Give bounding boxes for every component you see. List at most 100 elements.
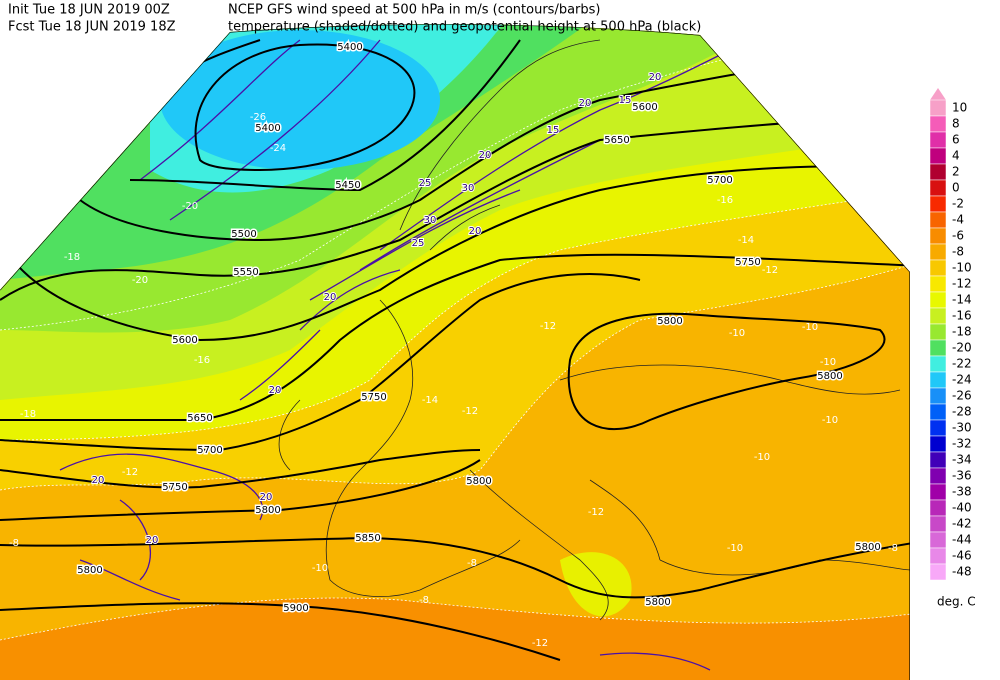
- height-label: 5600: [632, 102, 657, 113]
- colorbar-box: [929, 227, 947, 245]
- colorbar-box: [929, 403, 947, 421]
- height-label: 5500: [231, 229, 256, 240]
- forecast-time: Fcst Tue 18 JUN 2019 18Z: [8, 20, 176, 35]
- height-label: 5800: [817, 371, 842, 382]
- height-label: 5450: [335, 180, 360, 191]
- colorbar-box: [929, 179, 947, 197]
- map-border: [0, 24, 910, 680]
- colorbar-label: -30: [952, 421, 972, 435]
- colorbar-label: -26: [952, 389, 972, 403]
- height-contour: [0, 529, 910, 599]
- temperature-contour: [0, 597, 910, 641]
- height-label: 5650: [187, 413, 212, 424]
- colorbar-box: [929, 563, 947, 581]
- temperature-label: -12: [588, 507, 604, 518]
- temperature-label: -12: [532, 638, 548, 649]
- colorbar-box: [929, 355, 947, 373]
- temperature-label: -16: [717, 195, 733, 206]
- colorbar-label: -24: [952, 373, 972, 387]
- colorbar-label: 4: [952, 149, 960, 163]
- colorbar-label: 6: [952, 133, 960, 147]
- height-label: 5400: [255, 123, 280, 134]
- colorbar-label: -40: [952, 501, 972, 515]
- wind-label: 20: [479, 150, 492, 161]
- colorbar-label: -18: [952, 325, 972, 339]
- colorbar-label: -44: [952, 533, 972, 547]
- colorbar-label: -28: [952, 405, 972, 419]
- height-contour: [567, 312, 886, 431]
- temperature-label: -12: [540, 321, 556, 332]
- temperature-label: -26: [250, 112, 266, 123]
- colorbar-label: -36: [952, 469, 972, 483]
- height-contour: [79, 69, 761, 242]
- height-label: 5650: [604, 135, 629, 146]
- height-label: 5800: [77, 565, 102, 576]
- colorbar-label: -48: [952, 565, 972, 579]
- wind-label: 30: [462, 183, 475, 194]
- height-label: 5800: [855, 542, 880, 553]
- colorbar-box: [929, 451, 947, 469]
- height-contour: [0, 273, 641, 452]
- colorbar-box: [929, 243, 947, 261]
- colorbar-box: [929, 307, 947, 325]
- colorbar-box: [929, 483, 947, 501]
- height-label: 5550: [233, 267, 258, 278]
- colorbar-label: -42: [952, 517, 972, 531]
- temperature-label: -14: [738, 235, 754, 246]
- colorbar-label: -22: [952, 357, 972, 371]
- height-label: 5900: [283, 603, 308, 614]
- temperature-label: -14: [422, 395, 438, 406]
- temperature-label: -24: [270, 143, 286, 154]
- colorbar-box: [929, 211, 947, 229]
- colorbar-box: [929, 99, 947, 117]
- colorbar-label: -38: [952, 485, 972, 499]
- temperature-label: -18: [64, 252, 80, 263]
- wind-label: 20: [579, 98, 592, 109]
- temperature-label: -10: [822, 415, 838, 426]
- temperature-label: -10: [312, 563, 328, 574]
- wind-label: 30: [424, 215, 437, 226]
- colorbar-box: [929, 131, 947, 149]
- colorbar-label: 10: [952, 101, 967, 115]
- colorbar-label: -32: [952, 437, 972, 451]
- height-label: 5800: [466, 476, 491, 487]
- colorbar-box: [929, 467, 947, 485]
- colorbar-box: [929, 371, 947, 389]
- height-label: 5800: [255, 505, 280, 516]
- colorbar-box: [929, 323, 947, 341]
- temperature-label: -18: [20, 409, 36, 420]
- colorbar-box: [929, 547, 947, 565]
- wind-contour: [59, 39, 721, 671]
- colorbar-label: -16: [952, 309, 972, 323]
- height-label: 5800: [657, 316, 682, 327]
- height-contour: [0, 449, 481, 489]
- temperature-contour: [0, 229, 910, 491]
- colorbar-label: -6: [952, 229, 964, 243]
- height-label: 5700: [197, 445, 222, 456]
- temperature-label: -20: [182, 201, 198, 212]
- height-label: 5750: [735, 257, 760, 268]
- wind-label: 20: [92, 475, 105, 486]
- colorbar-box: [929, 387, 947, 405]
- wind-label: 20: [269, 385, 282, 396]
- height-contour: [194, 43, 416, 172]
- wind-label: 20: [469, 226, 482, 237]
- temperature-contour: [0, 39, 801, 331]
- temperature-label: -12: [762, 265, 778, 276]
- height-contour: [0, 165, 910, 342]
- colorbar-label: -2: [952, 197, 964, 211]
- init-time: Init Tue 18 JUN 2019 00Z: [8, 3, 170, 18]
- height-contour: [0, 109, 910, 301]
- colorbar-box: [929, 515, 947, 533]
- colorbar-label: -14: [952, 293, 972, 307]
- colorbar-label: -46: [952, 549, 972, 563]
- temperature-label: -20: [132, 275, 148, 286]
- colorbar-unit: deg. C: [937, 595, 976, 609]
- temperature-label: -10: [729, 328, 745, 339]
- temperature-label: -8: [888, 543, 898, 554]
- subtitle: temperature (shaded/dotted) and geopoten…: [228, 20, 701, 35]
- colorbar-label: -20: [952, 341, 972, 355]
- wind-label: 20: [260, 492, 273, 503]
- colorbar-box: [929, 499, 947, 517]
